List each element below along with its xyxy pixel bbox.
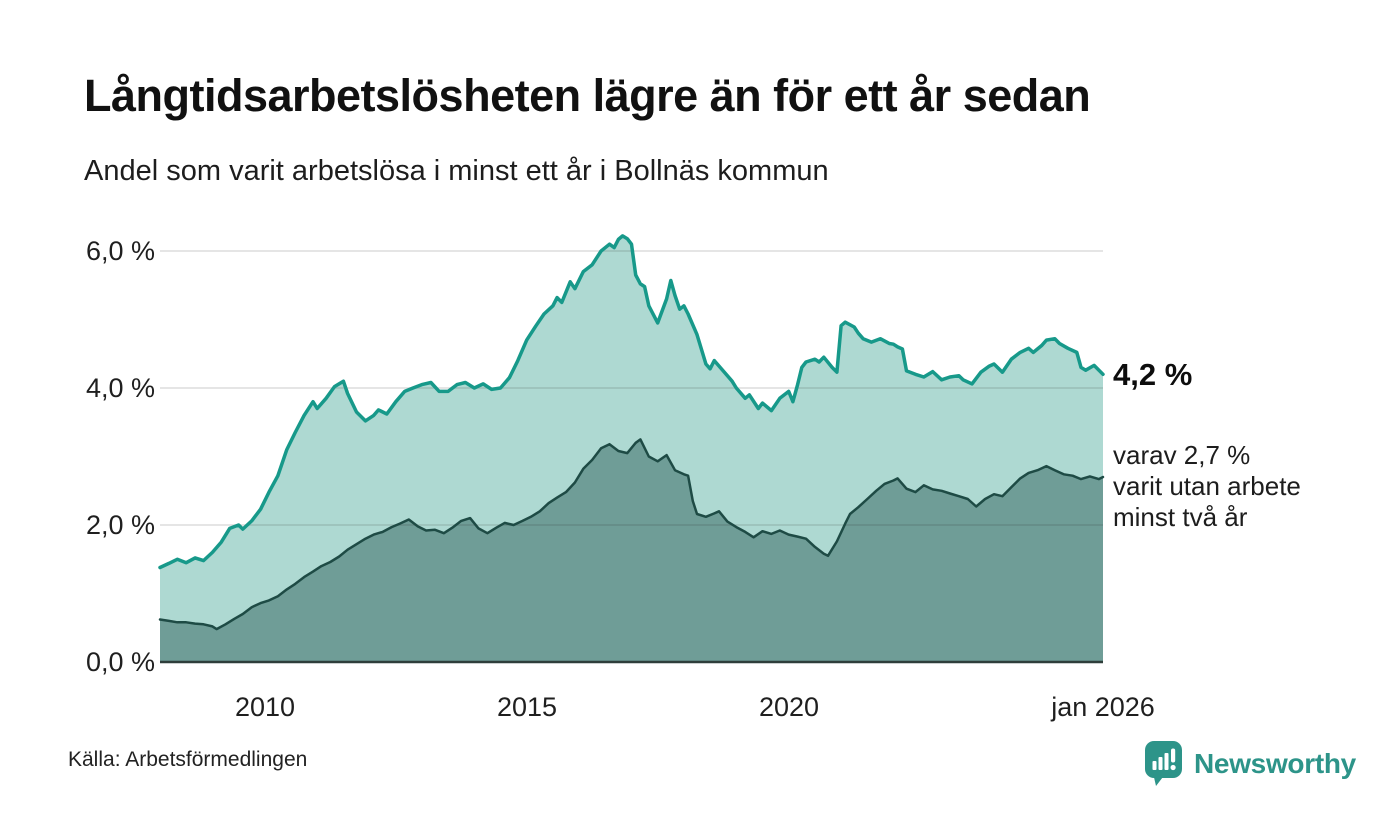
line-two-year — [158, 438, 1105, 631]
page-title: Långtidsarbetslösheten lägre än för ett … — [84, 70, 1091, 121]
newsworthy-wordmark: Newsworthy — [1194, 747, 1356, 779]
y-axis-tick-4: 4,0 % — [85, 373, 155, 403]
x-axis-tick-jan-2026: jan 2026 — [1051, 692, 1155, 722]
latest-value-label: 4,2 % — [1113, 357, 1193, 392]
line-one-year — [158, 234, 1105, 570]
x-axis-tick-2010: 2010 — [234, 692, 296, 722]
y-axis-tick-2: 2,0 % — [85, 510, 155, 540]
chart-subtitle: Andel som varit arbetslösa i minst ett å… — [84, 155, 829, 187]
newsworthy-logo-icon — [1145, 741, 1182, 786]
newsworthy-logo: Newsworthy — [1144, 740, 1356, 787]
y-axis-tick-0: 0,0 % — [85, 647, 155, 677]
two-year-annotation: varav 2,7 % varit utan arbete minst två … — [1113, 440, 1301, 532]
y-axis-tick-6: 6,0 % — [85, 236, 155, 266]
x-axis-tick-2020: 2020 — [758, 692, 820, 722]
area-two-year — [160, 439, 1103, 662]
source-credit: Källa: Arbetsförmedlingen — [68, 748, 308, 771]
x-axis-tick-2015: 2015 — [496, 692, 558, 722]
